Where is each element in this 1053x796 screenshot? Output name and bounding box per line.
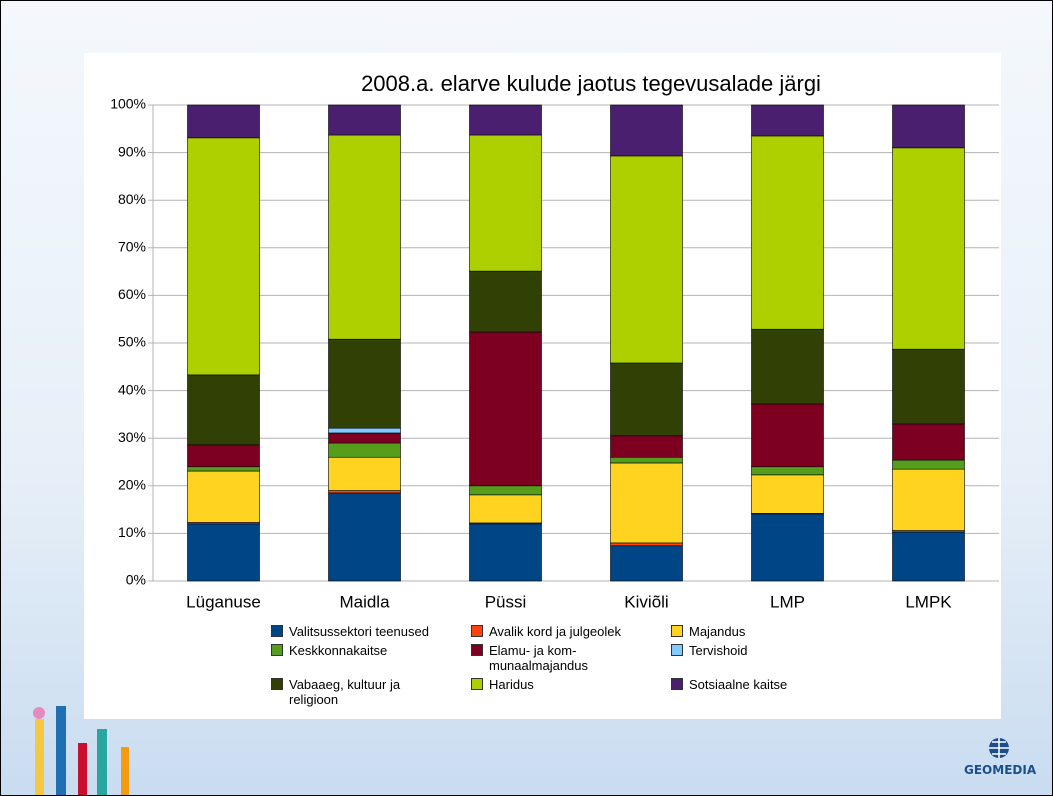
legend-item: Avalik kord ja julgeolek: [471, 624, 671, 639]
legend-swatch: [671, 625, 683, 637]
logo-icon: [987, 736, 1011, 760]
bar-segment: [893, 460, 965, 469]
bar-segment: [611, 156, 683, 363]
legend-label: Valitsussektori teenused: [289, 624, 449, 639]
bar-segment: [470, 332, 542, 486]
legend-label: Majandus: [689, 624, 849, 639]
bar-segment: [329, 428, 401, 433]
bar-segment: [752, 467, 824, 475]
bar-segment: [470, 524, 542, 581]
bar-segment: [470, 495, 542, 523]
x-tick-label: Maidla: [339, 592, 390, 611]
bar-segment: [188, 524, 260, 581]
bar-segment: [188, 138, 260, 375]
legend-swatch: [271, 625, 283, 637]
bar-segment: [752, 514, 824, 581]
bar-segment: [752, 105, 824, 136]
x-tick-label: Kiviõli: [624, 592, 668, 611]
bar-segment: [893, 105, 965, 148]
legend-item: Majandus: [671, 624, 871, 639]
legend-label: Vabaaeg, kultuur ja religioon: [289, 677, 449, 707]
bar-segment: [611, 457, 683, 463]
bar-segment: [752, 475, 824, 514]
legend-swatch: [471, 625, 483, 637]
bar-segment: [611, 436, 683, 457]
bar-segment: [752, 329, 824, 404]
y-tick-label: 30%: [118, 429, 146, 445]
legend-label: Keskkonnakaitse: [289, 643, 449, 658]
bar-segment: [893, 424, 965, 460]
bar-segment: [329, 457, 401, 490]
legend-label: Tervishoid: [689, 643, 849, 658]
bar-segment: [470, 135, 542, 271]
bar-segment: [611, 363, 683, 436]
legend-label: Elamu- ja kom-munaalmajandus: [489, 643, 649, 673]
y-tick-label: 50%: [118, 334, 146, 350]
legend-item: Vabaaeg, kultuur ja religioon: [271, 677, 471, 707]
bar-segment: [611, 543, 683, 546]
x-tick-label: LMP: [770, 592, 805, 611]
bar-segment: [470, 486, 542, 495]
legend-item: Haridus: [471, 677, 671, 707]
legend-item: Elamu- ja kom-munaalmajandus: [471, 643, 671, 673]
bar-segment: [329, 339, 401, 428]
bar-segment: [752, 404, 824, 467]
bar-segment: [329, 135, 401, 339]
x-tick-label: Lüganuse: [186, 592, 261, 611]
bar-segment: [329, 433, 401, 443]
bar-segment: [893, 469, 965, 530]
y-tick-label: 70%: [118, 239, 146, 255]
bar-segment: [752, 136, 824, 329]
bar-segment: [329, 493, 401, 581]
bar-segment: [188, 467, 260, 471]
logo: GEOMEDIA: [964, 736, 1034, 777]
bar-segment: [188, 471, 260, 522]
legend-label: Sotsiaalne kaitse: [689, 677, 849, 692]
x-tick-label: Püssi: [485, 592, 527, 611]
x-tick-label: LMPK: [905, 592, 952, 611]
decoration: [33, 706, 129, 795]
legend-label: Haridus: [489, 677, 649, 692]
y-tick-label: 100%: [110, 96, 146, 112]
bar-segment: [611, 463, 683, 543]
legend-swatch: [471, 678, 483, 690]
y-tick-label: 20%: [118, 477, 146, 493]
legend-swatch: [471, 644, 483, 656]
bar-segment: [893, 349, 965, 424]
legend-label: Avalik kord ja julgeolek: [489, 624, 649, 639]
bar-segment: [470, 271, 542, 332]
legend-item: Keskkonnakaitse: [271, 643, 471, 673]
bar-segment: [893, 532, 965, 581]
y-tick-label: 0%: [126, 572, 146, 588]
chart-title: 2008.a. elarve kulude jaotus tegevusalad…: [361, 71, 821, 96]
y-tick-label: 40%: [118, 381, 146, 397]
legend-swatch: [271, 644, 283, 656]
bar-segment: [188, 375, 260, 445]
logo-text: GEOMEDIA: [964, 763, 1034, 777]
bar-segment: [329, 491, 401, 493]
legend-item: Valitsussektori teenused: [271, 624, 471, 639]
bar-segment: [329, 443, 401, 457]
slide: 2008.a. elarve kulude jaotus tegevusalad…: [0, 0, 1053, 796]
legend-swatch: [671, 678, 683, 690]
y-tick-label: 90%: [118, 143, 146, 159]
y-tick-label: 80%: [118, 191, 146, 207]
y-tick-label: 60%: [118, 286, 146, 302]
bar-segment: [188, 445, 260, 467]
legend-swatch: [271, 678, 283, 690]
bar-segment: [611, 105, 683, 156]
bar-segment: [893, 148, 965, 349]
bar-segment: [329, 105, 401, 135]
bar-segment: [470, 105, 542, 135]
legend-item: Tervishoid: [671, 643, 871, 673]
bar-segment: [188, 105, 260, 138]
y-tick-label: 10%: [118, 524, 146, 540]
bar-segment: [611, 546, 683, 581]
legend: Valitsussektori teenused Avalik kord ja j…: [271, 624, 871, 707]
legend-swatch: [671, 644, 683, 656]
legend-item: Sotsiaalne kaitse: [671, 677, 871, 707]
